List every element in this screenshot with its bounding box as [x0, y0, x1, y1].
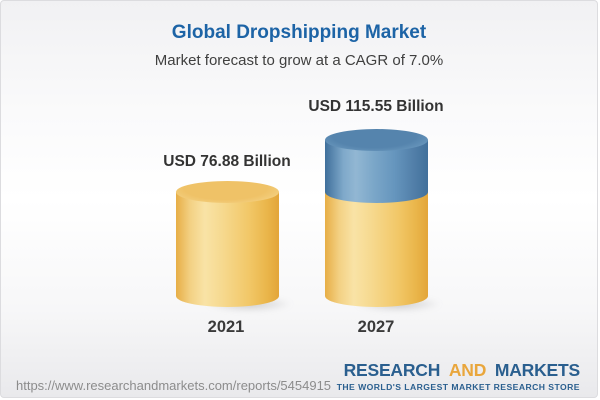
logo-tagline: THE WORLD'S LARGEST MARKET RESEARCH STOR…	[336, 382, 580, 393]
x-axis-label-2027: 2027	[357, 318, 395, 336]
logo-word-research: RESEARCH	[343, 360, 441, 380]
logo-word-and: AND	[448, 360, 487, 380]
source-url: https://www.researchandmarkets.com/repor…	[16, 378, 332, 393]
logo-wordmark: RESEARCH AND MARKETS	[343, 360, 581, 380]
researchandmarkets-logo: RESEARCH AND MARKETS THE WORLD'S LARGEST…	[336, 360, 581, 393]
logo-word-markets: MARKETS	[494, 360, 580, 380]
bar-2021-cylinder-body	[175, 192, 279, 307]
bar-2027-value-label: USD 115.55 Billion	[308, 98, 444, 115]
chart-subtitle: Market forecast to grow at a CAGR of 7.0…	[154, 52, 444, 69]
bar-2021-value-label: USD 76.88 Billion	[163, 153, 291, 170]
bar-2027-cylinder-base-segment	[324, 192, 428, 307]
bar-2021-cylinder-cap	[175, 181, 279, 203]
chart-title: Global Dropshipping Market	[171, 22, 427, 43]
x-axis-label-2021: 2021	[207, 318, 245, 336]
bar-2027-cylinder-cap	[324, 128, 428, 151]
